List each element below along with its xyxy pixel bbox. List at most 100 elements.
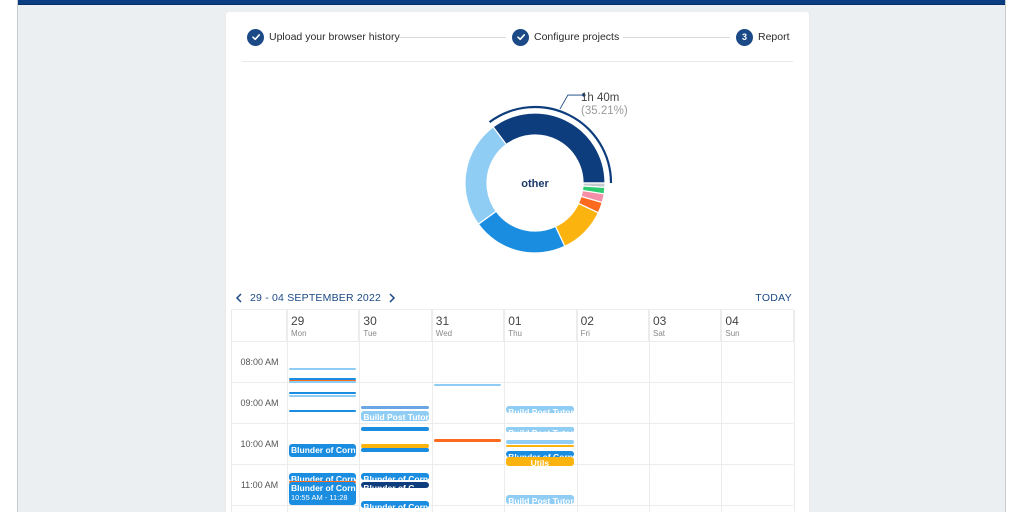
- day-header[interactable]: 04 Sun: [721, 310, 794, 342]
- event-time: 10:55 AM - 11:28: [291, 493, 348, 503]
- day-name: Mon: [291, 329, 307, 338]
- check-icon: [247, 28, 264, 46]
- donut-slice-navy[interactable]: [492, 112, 606, 184]
- calendar-event[interactable]: Blunder of Corn...: [361, 472, 429, 481]
- calendar-event[interactable]: [361, 443, 429, 448]
- calendar-event[interactable]: Build Post Tutor: [361, 411, 429, 422]
- callout-leader-line: [559, 94, 584, 110]
- event-title: Build Post Tutor: [508, 496, 574, 504]
- day-header[interactable]: 01 Thu: [504, 310, 577, 342]
- step-label: Report: [758, 31, 790, 43]
- calendar-event[interactable]: Blunder of Corn...: [289, 473, 357, 481]
- step-number: 3: [736, 28, 753, 46]
- callout-dot: [582, 93, 586, 97]
- day-header[interactable]: 29 Mon: [287, 310, 360, 342]
- day-name: Thu: [508, 329, 522, 338]
- day-header[interactable]: 31 Wed: [432, 310, 505, 342]
- callout-percent: (35.21%): [581, 105, 628, 117]
- event-title: Build Post Tutor: [508, 428, 573, 431]
- donut-chart-area: other 1h 40m (35.21%): [226, 72, 809, 282]
- hour-row: [232, 506, 793, 512]
- calendar-event[interactable]: [289, 394, 357, 398]
- event-title: Blunder of C...: [363, 483, 422, 489]
- calendar-event[interactable]: Blunder of C...: [361, 482, 429, 489]
- calendar-event[interactable]: [433, 383, 502, 387]
- time-label: 10:00 AM: [240, 439, 279, 449]
- app-window: Upload your browser history Configure pr…: [17, 0, 1006, 512]
- step-upload[interactable]: Upload your browser history: [247, 28, 400, 46]
- calendar-header: 29 Mon 30 Tue 31 Wed 01 Thu 02 Fri 03 Sat 04 Sun: [232, 310, 794, 342]
- step-connector: [623, 37, 730, 38]
- calendar-event[interactable]: [361, 447, 429, 452]
- hour-row: 11:00 AM: [232, 465, 793, 506]
- event-title: Build Post Tutor: [363, 412, 429, 422]
- calendar-event[interactable]: Build Post Tutor: [506, 427, 574, 432]
- calendar-event[interactable]: Blunder of Corn...: [361, 500, 429, 509]
- event-title: Blunder of Corn...: [363, 473, 429, 481]
- day-header[interactable]: 02 Fri: [577, 310, 649, 342]
- calendar-event[interactable]: [506, 444, 574, 447]
- event-title: Utils: [530, 458, 550, 466]
- donut-slice-light-blue[interactable]: [464, 126, 508, 225]
- report-card: Upload your browser history Configure pr…: [226, 12, 809, 512]
- event-title: Blunder of Corn...: [508, 451, 574, 458]
- time-label: 09:00 AM: [240, 398, 279, 408]
- chevron-right-icon[interactable]: [385, 291, 399, 305]
- chevron-left-icon[interactable]: [232, 291, 246, 305]
- highlight-arc: [488, 105, 613, 184]
- calendar-event[interactable]: Build Post Tutor: [506, 495, 574, 504]
- day-number: 30: [363, 314, 377, 328]
- calendar-nav: 29 - 04 SEPTEMBER 2022: [232, 290, 399, 306]
- day-name: Fri: [580, 329, 590, 338]
- day-name: Sun: [725, 329, 740, 338]
- donut-chart: other: [464, 93, 613, 254]
- calendar-event[interactable]: [289, 391, 357, 395]
- day-number: 29: [291, 314, 305, 328]
- step-label: Upload your browser history: [269, 31, 400, 43]
- day-header[interactable]: 30 Tue: [359, 310, 432, 342]
- calendar-event[interactable]: Utils: [506, 457, 574, 466]
- divider: [242, 61, 793, 62]
- calendar-event[interactable]: [289, 367, 357, 371]
- today-button[interactable]: TODAY: [755, 292, 792, 304]
- check-icon: [512, 28, 529, 46]
- day-number: 03: [653, 314, 667, 328]
- stepper: Upload your browser history Configure pr…: [226, 12, 809, 62]
- calendar-event[interactable]: [433, 439, 502, 442]
- step-configure[interactable]: Configure projects: [512, 28, 619, 46]
- hour-row: 09:00 AM: [232, 383, 793, 424]
- calendar-event[interactable]: [361, 406, 429, 409]
- top-app-bar: [18, 0, 1005, 5]
- calendar-event[interactable]: Blunder of Corn...: [289, 443, 357, 457]
- week-calendar: 29 Mon 30 Tue 31 Wed 01 Thu 02 Fri 03 Sat 04 Sun 08:0…: [231, 309, 795, 512]
- calendar-event[interactable]: Blunder of Corn...: [506, 450, 574, 458]
- donut-center-label: other: [521, 178, 549, 190]
- day-column-divider: [287, 310, 288, 512]
- day-name: Wed: [435, 329, 453, 338]
- calendar-event[interactable]: [289, 377, 357, 381]
- day-header[interactable]: 03 Sat: [649, 310, 722, 342]
- calendar-event[interactable]: Blunder of Corn... 10:55 AM - 11:28: [289, 482, 357, 505]
- calendar-event[interactable]: [506, 439, 574, 445]
- event-title: Blunder of Corn...: [363, 501, 429, 509]
- day-column-divider: [793, 310, 795, 512]
- step-report[interactable]: 3 Report: [736, 28, 790, 46]
- day-number: 31: [435, 314, 450, 328]
- calendar-event[interactable]: [289, 380, 357, 384]
- calendar-event[interactable]: [289, 379, 357, 383]
- calendar-event[interactable]: [289, 409, 357, 413]
- day-number: 02: [580, 314, 594, 328]
- hour-row: 08:00 AM: [232, 342, 793, 383]
- day-column-divider: [504, 310, 506, 512]
- day-column-divider: [431, 310, 433, 512]
- donut-slice-blue[interactable]: [477, 210, 566, 254]
- day-column-divider: [649, 310, 650, 512]
- step-label: Configure projects: [534, 31, 620, 43]
- day-name: Sat: [653, 329, 666, 338]
- calendar-event[interactable]: Build Post Tutor: [506, 406, 574, 414]
- event-title: Build Post Tutor: [508, 407, 574, 414]
- calendar-event[interactable]: [361, 426, 429, 431]
- event-title: Blunder of Corn...: [291, 483, 357, 494]
- day-column-divider: [721, 310, 723, 512]
- calendar-event[interactable]: [289, 480, 357, 484]
